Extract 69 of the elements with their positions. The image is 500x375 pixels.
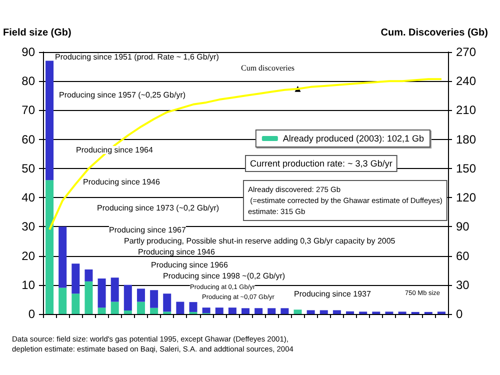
bar	[58, 288, 67, 314]
bar	[72, 294, 80, 314]
bar	[320, 310, 328, 314]
bar	[124, 284, 132, 311]
annotation: Producing since 1946	[138, 248, 216, 256]
bar	[280, 308, 289, 314]
y-tick-label: 90	[22, 45, 36, 59]
bar	[202, 308, 210, 314]
bar	[215, 308, 224, 314]
annotation: Producing since 1966	[151, 260, 228, 270]
annotation: Current production rate: ~ 3,3 Gb/yr	[250, 158, 392, 168]
y-tick-label: 0	[28, 307, 36, 321]
bar	[254, 308, 263, 314]
bar	[163, 294, 172, 312]
bar	[124, 310, 132, 314]
bar	[136, 302, 145, 314]
y-tick-label: 60	[22, 132, 36, 146]
bar	[306, 310, 315, 314]
annotation: Producing since 1946	[83, 178, 160, 186]
y2-tick-label: 270	[456, 45, 476, 59]
y2-tick-label: 60	[456, 248, 470, 263]
y-tick-label: 40	[22, 190, 36, 205]
bar	[136, 288, 145, 302]
y-tick-label: 70	[22, 103, 36, 118]
y2-tick-label: 30	[456, 278, 470, 292]
bar	[110, 302, 119, 314]
bar	[46, 60, 54, 180]
bar	[176, 302, 184, 314]
bar	[268, 308, 276, 314]
bar	[150, 290, 158, 308]
y-tick-label: 20	[22, 248, 36, 263]
y-tick-label: 30	[22, 220, 36, 234]
bar	[58, 226, 67, 288]
annotation: Producing since 1967	[109, 226, 186, 234]
y2-tick-label: 120	[456, 190, 476, 205]
annotation: Partly producing, Possible shut-in reserve adding 0,3 Gb/yr capacity by 2005	[124, 236, 396, 246]
bar	[332, 310, 341, 314]
bar	[84, 269, 93, 282]
bar	[110, 278, 119, 302]
annotation: Producing since 1957 (~0,25 Gb/yr)	[59, 90, 186, 100]
annotation: Producing since 1964	[76, 146, 154, 154]
bar	[150, 308, 158, 314]
y2-tick-label: 150	[456, 161, 476, 176]
bar	[346, 311, 354, 314]
y-tick-label: 10	[22, 278, 36, 292]
bar	[98, 278, 106, 308]
bar	[98, 308, 106, 314]
bar	[228, 308, 236, 314]
bar	[189, 302, 198, 312]
y2-tick-label: 210	[456, 103, 476, 118]
series-label: Cum discoveries	[240, 63, 295, 72]
annotation: Producing since 1951 (prod. Rate ~ 1,6 Gb/yr)	[55, 52, 220, 62]
y2-tick-label: 0	[456, 307, 463, 321]
y2-tick-label: 240	[456, 74, 476, 88]
y2-tick-label: 180	[456, 132, 476, 146]
y-tick-label: 50	[22, 161, 36, 176]
bar	[242, 308, 250, 314]
bar	[294, 310, 302, 314]
y-tick-label: 80	[22, 74, 36, 88]
annotation: Producing since 1937	[294, 290, 372, 298]
bar	[72, 264, 80, 294]
annotation: Producing since 1998 ~(0,2 Gb/yr)	[163, 272, 286, 280]
y-axis-title: Field size (Gb)	[3, 28, 72, 38]
bar	[84, 281, 93, 314]
y2-axis-title: Cum. Discoveries (Gb)	[380, 28, 488, 38]
legend-label: Already produced (2003): 102,1 Gb	[282, 134, 424, 144]
annotation: Producing since 1973 (~0,2 Gb/yr)	[97, 204, 220, 212]
y2-tick-label: 90	[456, 220, 470, 234]
bar	[46, 180, 54, 314]
